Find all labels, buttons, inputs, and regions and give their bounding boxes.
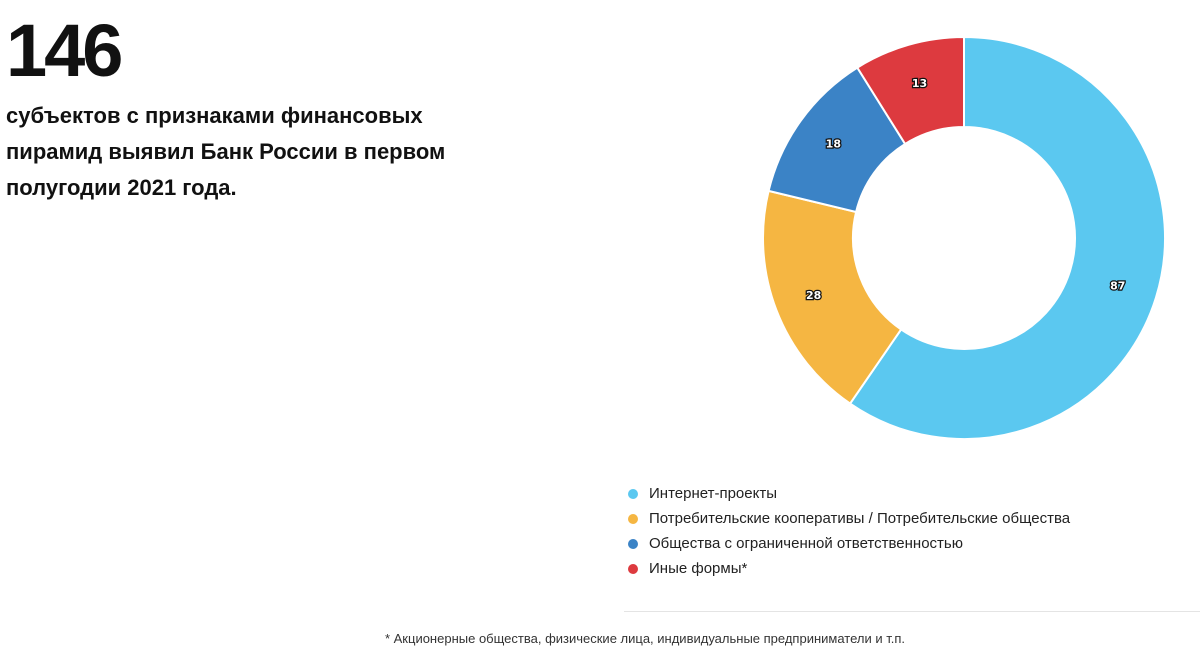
legend-marker-icon [628,513,638,524]
chart-legend: Интернет-проекты Потребительские коопера… [628,481,1070,581]
legend-label: Потребительские кооперативы / Потребител… [649,510,1071,527]
slice-value-label-cooperatives: 28 [806,289,821,302]
footnote-divider [624,611,1200,612]
legend-marker-icon [628,488,638,499]
headline-number: 146 [6,9,123,92]
slice-value-label-llc: 18 [826,137,841,150]
legend-item-other[interactable]: Иные формы* [628,556,1070,581]
slice-value-label-other: 13 [912,77,927,90]
donut-slice-internet[interactable] [848,35,1166,440]
donut-chart: 87 28 18 13 [762,35,1166,440]
donut-slice-cooperatives[interactable] [762,189,903,406]
legend-item-cooperatives[interactable]: Потребительские кооперативы / Потребител… [628,506,1070,531]
legend-marker-icon [628,538,638,549]
legend-label: Общества с ограниченной ответственностью [649,535,963,552]
slice-value-label-internet: 87 [1110,279,1125,292]
legend-marker-icon [628,563,638,574]
legend-item-llc[interactable]: Общества с ограниченной ответственностью [628,531,1070,556]
legend-item-internet[interactable]: Интернет-проекты [628,481,1070,506]
donut-slice-labels: 87 28 18 13 [805,76,1127,304]
footnote: * Акционерные общества, физические лица,… [384,631,906,646]
legend-label: Иные формы* [649,560,748,577]
donut-slice-other[interactable] [855,35,965,146]
headline-text: субъектов с признаками финансовых пирами… [6,103,446,200]
legend-label: Интернет-проекты [649,485,777,502]
donut-slices [762,35,1166,440]
